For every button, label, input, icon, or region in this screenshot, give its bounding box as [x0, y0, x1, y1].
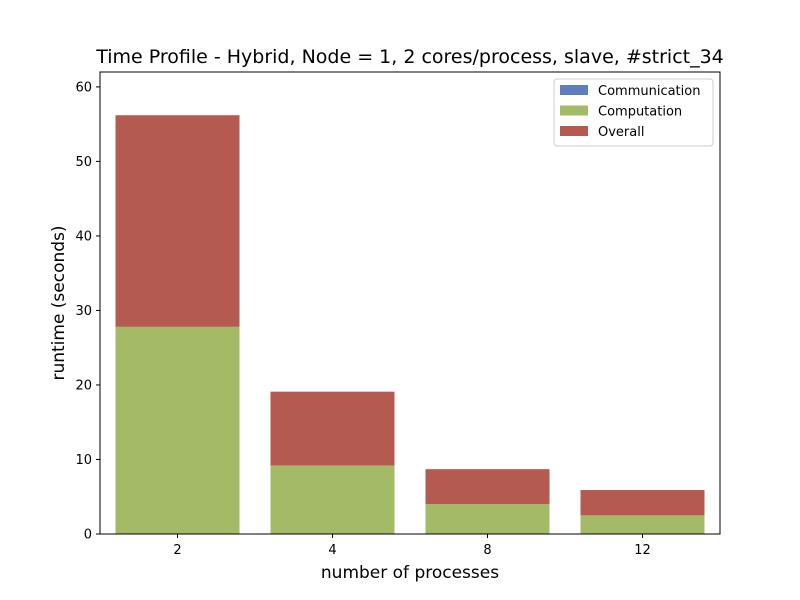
bar-overall-8 [425, 469, 550, 505]
plot-frame [99, 71, 721, 535]
y-tick-label-20: 20 [75, 378, 92, 393]
x-tick-label-4: 4 [328, 543, 336, 558]
y-tick-label-60: 60 [75, 80, 92, 95]
bar-computation-12 [580, 515, 705, 534]
legend-swatch-computation [560, 105, 588, 116]
chart-title: Time Profile - Hybrid, Node = 1, 2 cores… [95, 46, 724, 68]
legend-label-overall: Overall [598, 125, 644, 140]
bar-computation-2 [115, 326, 240, 534]
x-tick-label-8: 8 [483, 543, 491, 558]
bar-overall-12 [580, 490, 705, 516]
x-axis-label: number of processes [321, 563, 499, 583]
y-tick-label-30: 30 [75, 304, 92, 319]
legend-label-communication: Communication [598, 84, 700, 99]
x-tick-label-2: 2 [173, 543, 181, 558]
bar-overall-4 [270, 391, 395, 466]
bar-computation-4 [270, 465, 395, 534]
bar-overall-2 [115, 115, 240, 327]
legend-swatch-overall [560, 126, 588, 136]
legend-label-computation: Computation [598, 105, 682, 120]
x-tick-label-12: 12 [634, 543, 651, 558]
y-tick-label-0: 0 [84, 528, 92, 543]
y-tick-label-40: 40 [75, 229, 92, 244]
bar-computation-8 [425, 504, 550, 534]
legend: Communication Computation Overall [553, 78, 714, 147]
legend-box [553, 78, 714, 147]
y-tick-label-10: 10 [75, 453, 92, 468]
plot-area: 2 4 8 12 0 10 20 30 40 50 60 [75, 71, 721, 558]
legend-swatch-communication [560, 85, 588, 95]
y-axis-label: runtime (seconds) [49, 225, 69, 380]
y-tick-label-50: 50 [75, 155, 92, 170]
